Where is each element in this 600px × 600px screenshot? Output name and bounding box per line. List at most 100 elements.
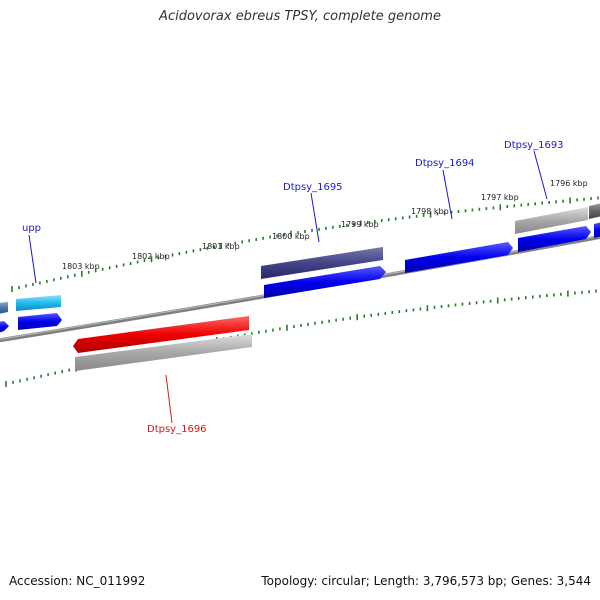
cds-dtpsy-1695[interactable] <box>261 247 383 279</box>
outer-tick <box>81 270 83 277</box>
outer-tick <box>164 254 167 258</box>
gene-label-dtpsy-1694[interactable]: Dtpsy_1694 <box>415 158 475 169</box>
inner-tick <box>12 380 14 384</box>
outer-tick <box>485 207 488 211</box>
cds-blue-1695-row[interactable] <box>264 266 386 298</box>
inner-tick <box>258 330 260 334</box>
outer-tick <box>25 284 27 288</box>
outer-tick <box>408 215 411 219</box>
outer-tick <box>478 207 481 211</box>
map-title: Acidovorax ebreus TPSY, complete genome <box>159 9 441 24</box>
forward-strand-features <box>0 203 600 314</box>
outer-tick <box>18 286 20 289</box>
outer-tick <box>443 211 446 215</box>
outer-tick <box>415 214 418 218</box>
outer-tick <box>450 210 453 214</box>
outer-tick <box>122 263 125 267</box>
outer-tick <box>32 282 34 286</box>
outer-tick <box>241 240 243 244</box>
cds-blue-partial-left[interactable] <box>0 321 9 333</box>
outer-tick <box>464 209 467 213</box>
outer-tick <box>53 278 55 282</box>
inner-tick <box>47 373 49 377</box>
inner-tick <box>595 289 597 293</box>
outer-tick <box>471 208 474 212</box>
inner-tick <box>314 321 316 325</box>
outer-tick <box>436 212 439 216</box>
inner-tick <box>342 317 344 321</box>
inner-tick <box>405 309 408 313</box>
gene-label-upp[interactable]: upp <box>22 223 41 234</box>
cds-upp[interactable] <box>16 295 61 311</box>
topology-text: Topology: circular; Length: 3,796,573 bp… <box>261 574 591 588</box>
outer-tick <box>39 281 41 285</box>
accession-text: Accession: NC_011992 <box>9 574 146 588</box>
outer-tick <box>129 262 132 265</box>
outer-tick <box>583 197 585 201</box>
outer-tick <box>283 233 285 237</box>
tick-label-1802: 1802 kbp <box>132 252 170 261</box>
outer-tick <box>555 200 557 204</box>
inner-tick <box>33 376 35 380</box>
outer-tick <box>220 242 223 249</box>
cds-grey-1696-row[interactable] <box>75 334 252 371</box>
outer-tick <box>325 226 327 230</box>
cds-dtpsy-1694[interactable] <box>405 242 513 273</box>
inner-tick <box>574 291 576 295</box>
outer-tick <box>297 231 299 235</box>
outer-tick <box>457 210 460 213</box>
outer-tick <box>150 256 153 263</box>
inner-tick <box>286 324 288 331</box>
inner-tick <box>440 305 443 309</box>
outer-tick <box>304 230 306 233</box>
inner-tick <box>26 377 28 381</box>
inner-tick <box>588 290 590 294</box>
inner-tick <box>349 316 351 320</box>
outer-tick-ring <box>11 196 599 292</box>
outer-tick <box>262 236 264 240</box>
inner-tick <box>468 301 471 305</box>
cds-dtpsy-1696[interactable] <box>73 316 249 353</box>
inner-tick <box>461 302 464 306</box>
outer-tick <box>136 260 139 264</box>
cds-dtpsy-1693[interactable] <box>515 207 588 234</box>
inner-tick <box>321 320 323 324</box>
outer-tick <box>429 211 432 218</box>
inner-tick <box>5 381 7 387</box>
gene-label-dtpsy-1695[interactable]: Dtpsy_1695 <box>283 182 343 193</box>
inner-tick <box>279 327 281 331</box>
inner-tick <box>447 304 450 308</box>
cds-blue-upp-row[interactable] <box>18 313 62 330</box>
cds-steel-partial-top[interactable] <box>0 302 8 314</box>
inner-tick <box>567 290 569 297</box>
inner-tick <box>482 300 485 304</box>
outer-tick <box>290 230 292 237</box>
outer-tick <box>513 204 516 208</box>
outer-tick <box>318 227 320 231</box>
outer-tick <box>74 273 76 277</box>
tick-label-1801: 1801 kbp <box>202 242 240 251</box>
outer-tick <box>422 213 425 217</box>
inner-tick <box>377 312 380 316</box>
inner-tick <box>517 296 520 300</box>
tick-label-1803: 1803 kbp <box>62 262 100 271</box>
inner-tick <box>426 305 429 312</box>
inner-tick <box>391 311 394 314</box>
gene-label-dtpsy-1693[interactable]: Dtpsy_1693 <box>504 140 564 151</box>
tick-label-1796: 1796 kbp <box>550 179 588 188</box>
outer-tick <box>227 242 230 246</box>
outer-tick <box>192 249 195 253</box>
outer-tick <box>360 220 362 227</box>
outer-tick <box>311 228 313 232</box>
outer-tick <box>115 264 118 268</box>
gene-label-dtpsy-1696[interactable]: Dtpsy_1696 <box>147 424 207 435</box>
tick-labels: 1803 kbp 1802 kbp 1801 kbp 1800 kbp 1799… <box>62 179 588 271</box>
outer-tick <box>234 241 236 245</box>
cds-blue-1693-row[interactable] <box>518 226 591 252</box>
cds-darkgrey-partial[interactable] <box>589 203 600 219</box>
cds-blue-partial-right[interactable] <box>594 222 600 238</box>
tick-label-1799: 1799 kbp <box>341 220 379 229</box>
outer-tick <box>492 206 495 210</box>
outer-tick <box>143 259 146 263</box>
